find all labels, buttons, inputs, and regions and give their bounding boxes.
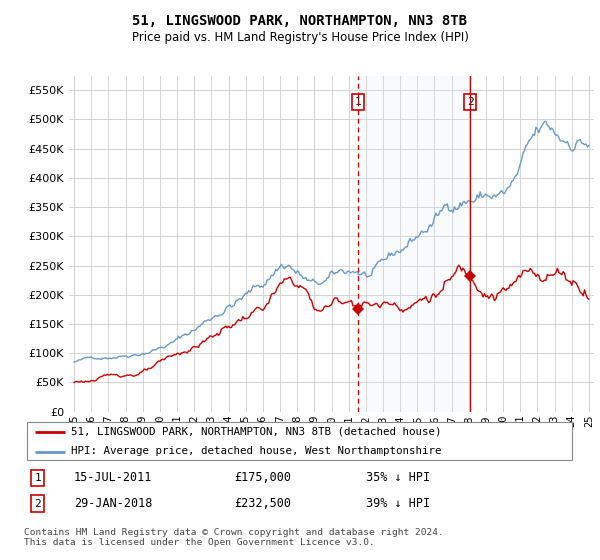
FancyBboxPatch shape xyxy=(27,422,572,460)
Text: HPI: Average price, detached house, West Northamptonshire: HPI: Average price, detached house, West… xyxy=(71,446,442,456)
Text: 1: 1 xyxy=(355,97,361,107)
Text: 39% ↓ HPI: 39% ↓ HPI xyxy=(366,497,430,510)
Text: £232,500: £232,500 xyxy=(234,497,291,510)
Text: 2: 2 xyxy=(34,498,41,508)
Text: 15-JUL-2011: 15-JUL-2011 xyxy=(74,471,152,484)
Text: 51, LINGSWOOD PARK, NORTHAMPTON, NN3 8TB (detached house): 51, LINGSWOOD PARK, NORTHAMPTON, NN3 8TB… xyxy=(71,427,442,437)
Text: 2: 2 xyxy=(467,97,473,107)
Text: Contains HM Land Registry data © Crown copyright and database right 2024.
This d: Contains HM Land Registry data © Crown c… xyxy=(24,528,444,547)
Text: 35% ↓ HPI: 35% ↓ HPI xyxy=(366,471,430,484)
Text: 1: 1 xyxy=(34,473,41,483)
Text: 29-JAN-2018: 29-JAN-2018 xyxy=(74,497,152,510)
Text: Price paid vs. HM Land Registry's House Price Index (HPI): Price paid vs. HM Land Registry's House … xyxy=(131,31,469,44)
Text: 51, LINGSWOOD PARK, NORTHAMPTON, NN3 8TB: 51, LINGSWOOD PARK, NORTHAMPTON, NN3 8TB xyxy=(133,14,467,28)
Bar xyxy=(358,76,470,412)
Text: £175,000: £175,000 xyxy=(234,471,291,484)
